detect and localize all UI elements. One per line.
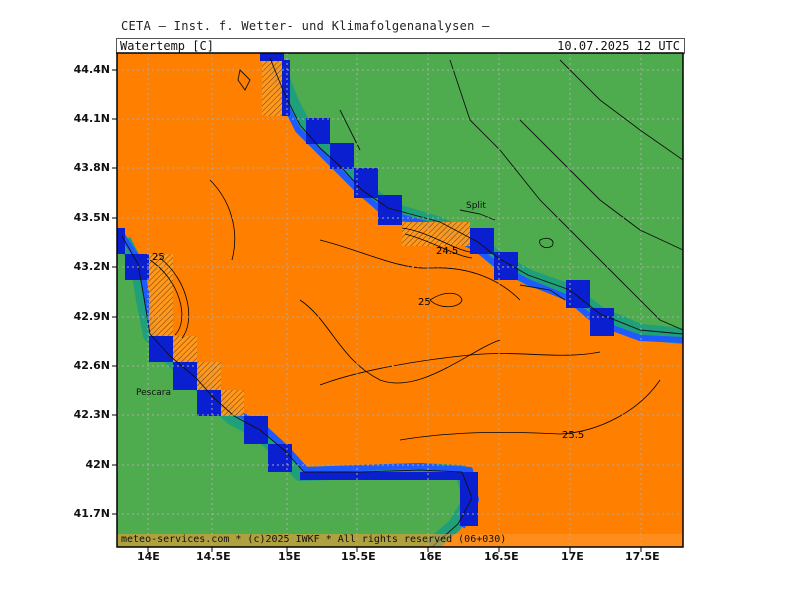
parameter-label: Watertemp [C] [120, 39, 214, 53]
lon-tick-label: 15.5E [341, 550, 376, 563]
coastal-cells [117, 53, 614, 526]
contour-label-25-5: 25.5 [562, 430, 584, 441]
lat-tick-label: 43.5N [73, 211, 110, 224]
lat-tick-label: 42.3N [73, 408, 110, 421]
lat-tick-label: 43.2N [73, 260, 110, 273]
lon-tick-label: 14.5E [196, 550, 231, 563]
graticule [117, 53, 683, 547]
lat-tick-label: 42.9N [73, 310, 110, 323]
contour-label-25-central: 25 [418, 297, 431, 308]
lon-tick-label: 17E [561, 550, 584, 563]
valid-time: 10.07.2025 12 UTC [557, 39, 680, 53]
lon-tick-label: 15E [278, 550, 301, 563]
plot-frame [116, 52, 684, 548]
lon-tick-label: 16.5E [484, 550, 519, 563]
lon-tick-label: 17.5E [625, 550, 660, 563]
header-title: CETA — Inst. f. Wetter- und Klimafolgena… [121, 19, 490, 33]
axis-ticks [112, 69, 642, 552]
land-italy [117, 225, 470, 547]
lat-tick-label: 43.8N [73, 161, 110, 174]
lat-tick-label: 42N [85, 458, 110, 471]
lon-tick-label: 16E [419, 550, 442, 563]
place-label-pescara: Pescara [136, 388, 171, 398]
coastlines [121, 57, 683, 547]
contour-label-24-5: 24.5 [436, 246, 458, 257]
lat-tick-label: 44.4N [73, 63, 110, 76]
contour-label-25-west: 25 [152, 252, 165, 263]
lat-tick-label: 44.1N [73, 112, 110, 125]
lat-tick-label: 42.6N [73, 359, 110, 372]
credit-text: meteo-services.com * (c)2025 IWKF * All … [121, 534, 507, 545]
lon-tick-label: 14E [137, 550, 160, 563]
credit-strip [117, 534, 683, 547]
place-label-split: Split [466, 201, 486, 211]
isotherm-lines [149, 179, 661, 441]
lat-tick-label: 41.7N [73, 507, 110, 520]
